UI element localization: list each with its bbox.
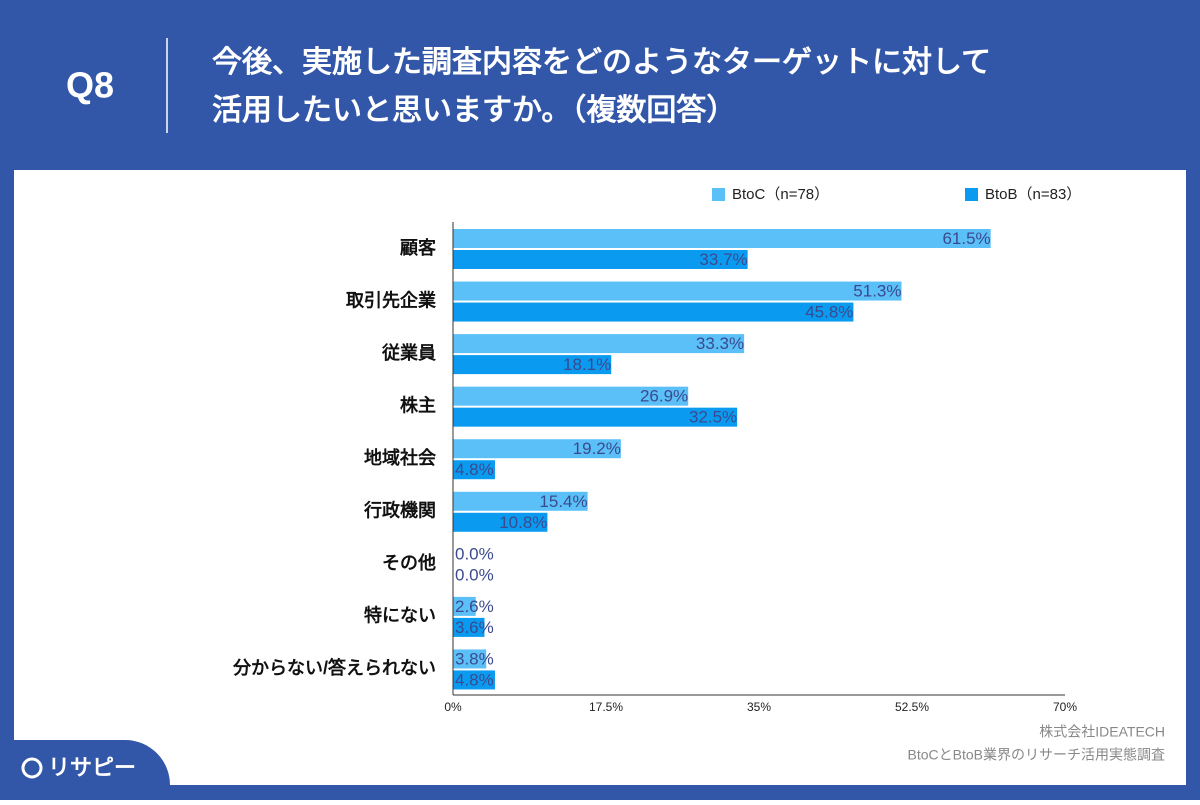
logo-icon bbox=[21, 757, 43, 779]
value-label: 0.0% bbox=[455, 544, 494, 563]
x-tick-label: 35% bbox=[747, 700, 771, 714]
bar bbox=[453, 229, 991, 248]
bar bbox=[453, 281, 902, 301]
bar bbox=[453, 596, 476, 616]
chart: BtoC（n=78） BtoB（n=83） 0% 17.5% 35% 52.5% 70% 顧客… bbox=[232, 186, 1081, 714]
value-label: 10.8% bbox=[499, 513, 547, 532]
value-label: 4.8% bbox=[455, 460, 494, 479]
bar bbox=[453, 617, 485, 637]
value-label: 18.1% bbox=[563, 355, 611, 374]
bar bbox=[453, 407, 738, 427]
bar bbox=[453, 355, 612, 375]
value-label: 33.3% bbox=[696, 334, 744, 353]
category-label: 行政機関 bbox=[363, 500, 436, 521]
value-label: 26.9% bbox=[640, 387, 688, 406]
bar bbox=[453, 649, 487, 669]
x-tick-label: 17.5% bbox=[589, 700, 623, 714]
category-label: 株主 bbox=[400, 394, 436, 415]
bar bbox=[453, 302, 854, 322]
category-label: 従業員 bbox=[381, 342, 436, 363]
x-tick-label: 70% bbox=[1053, 700, 1077, 714]
source: 株式会社IDEATECH bbox=[1039, 724, 1165, 740]
value-label: 0.0% bbox=[455, 565, 494, 584]
bar bbox=[453, 491, 588, 511]
value-label: 3.8% bbox=[455, 649, 494, 668]
bar bbox=[453, 670, 495, 690]
card bbox=[14, 170, 1186, 785]
value-label: 2.6% bbox=[455, 597, 494, 616]
bar bbox=[453, 439, 621, 459]
legend-swatch bbox=[712, 188, 725, 201]
logo: リサピー bbox=[48, 755, 136, 780]
bar bbox=[453, 460, 495, 480]
question-title: 活用したいと思いますか。（複数回答） bbox=[212, 93, 736, 127]
value-label: 3.6% bbox=[455, 618, 494, 637]
bar bbox=[453, 250, 748, 269]
category-label: 特にない bbox=[364, 605, 436, 626]
category-label: 分からない/答えられない bbox=[232, 657, 436, 678]
question-number: Q8 bbox=[66, 65, 114, 106]
x-tick-label: 0% bbox=[444, 700, 462, 714]
category-label: 地域社会 bbox=[364, 447, 437, 468]
value-label: 19.2% bbox=[573, 439, 621, 458]
value-label: 51.3% bbox=[853, 282, 901, 301]
bar bbox=[453, 386, 689, 406]
category-label: その他 bbox=[382, 552, 436, 573]
value-label: 15.4% bbox=[539, 492, 587, 511]
value-label: 4.8% bbox=[455, 670, 494, 689]
legend-swatch bbox=[965, 188, 978, 201]
category-label: 顧客 bbox=[400, 237, 437, 258]
x-tick-label: 52.5% bbox=[895, 700, 929, 714]
legend-label: BtoB（n=83） bbox=[985, 186, 1081, 203]
value-label: 45.8% bbox=[805, 303, 853, 322]
question-title: 今後、実施した調査内容をどのようなターゲットに対して bbox=[212, 46, 991, 79]
category-label: 取引先企業 bbox=[346, 289, 437, 310]
logo-badge bbox=[0, 740, 170, 800]
value-label: 61.5% bbox=[942, 229, 990, 248]
source: BtoCとBtoB業界のリサーチ活用実態調査 bbox=[908, 747, 1165, 763]
bar bbox=[453, 334, 745, 354]
bar bbox=[453, 512, 548, 532]
legend-label: BtoC（n=78） bbox=[732, 186, 829, 203]
value-label: 33.7% bbox=[699, 250, 747, 269]
value-label: 32.5% bbox=[689, 408, 737, 427]
